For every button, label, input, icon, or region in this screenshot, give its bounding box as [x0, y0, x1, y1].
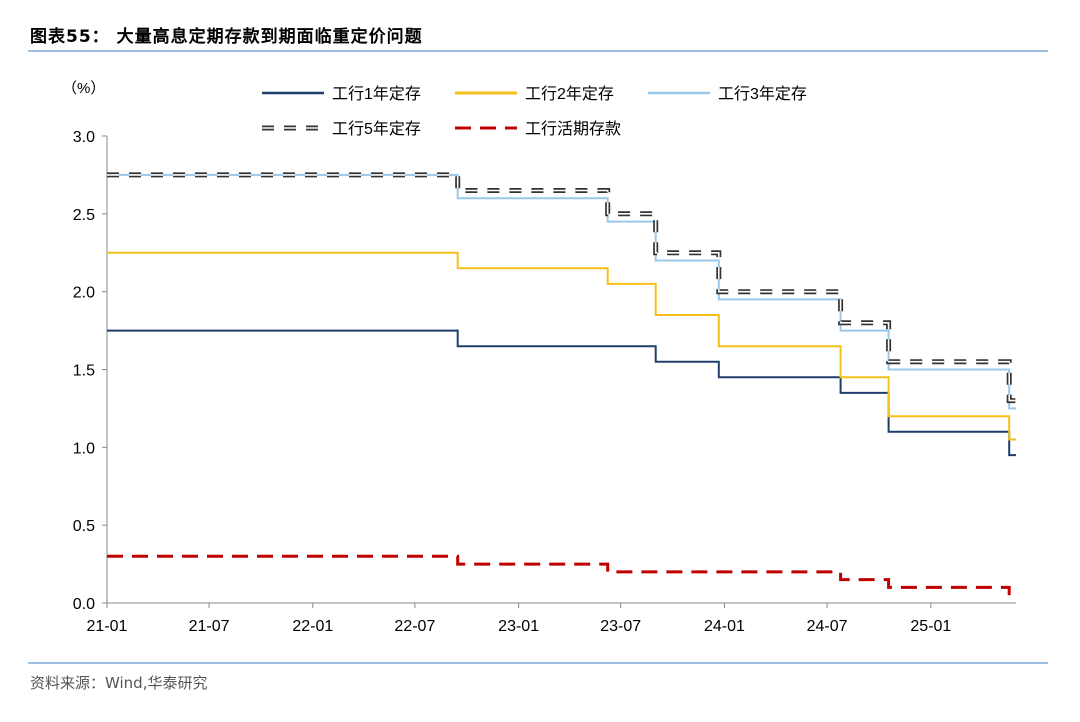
- series-line-2: [107, 251, 1016, 441]
- chart-axes: 0.0 0.5 1.0 1.5 2.0 2.5 3.0 21-01 21-07 22-01 22-0…: [73, 129, 1016, 635]
- y-axis-label: （%）: [62, 80, 105, 97]
- x-tick-label: 22-07: [394, 618, 435, 635]
- x-tick-label: 25-01: [910, 618, 951, 635]
- series-line-1: [107, 329, 1016, 457]
- series-line-5: [107, 554, 1016, 597]
- legend-label: 工行3年定存: [718, 85, 807, 103]
- x-tick-label: 24-07: [807, 618, 848, 635]
- series-line-4: [107, 172, 1016, 404]
- legend-label: 工行5年定存: [332, 120, 421, 138]
- x-tick-label: 23-01: [498, 618, 539, 635]
- legend-label: 工行2年定存: [525, 85, 614, 103]
- y-tick-label: 0.0: [73, 596, 95, 613]
- x-tick-label: 21-01: [87, 618, 128, 635]
- y-tick-label: 2.5: [73, 207, 95, 224]
- series-line-3: [107, 173, 1016, 410]
- y-tick-label: 1.0: [73, 440, 95, 457]
- y-tick-label: 0.5: [73, 518, 95, 535]
- series-line-4: [107, 174, 1016, 402]
- chart-title: 图表55： 大量高息定期存款到期面临重定价问题: [30, 27, 423, 47]
- x-tick-label: 21-07: [189, 618, 230, 635]
- legend-label: 工行1年定存: [332, 85, 421, 103]
- source-note: 资料来源：Wind,华泰研究: [30, 674, 208, 692]
- y-tick-label: 3.0: [73, 129, 95, 146]
- title-divider: [28, 50, 1048, 52]
- y-tick-label: 1.5: [73, 363, 95, 380]
- legend-label: 工行活期存款: [525, 120, 621, 138]
- x-tick-label: 24-01: [704, 618, 745, 635]
- chart-series: [107, 172, 1016, 597]
- source-divider: [28, 662, 1048, 664]
- y-tick-label: 2.0: [73, 285, 95, 302]
- x-tick-label: 22-01: [292, 618, 333, 635]
- x-tick-label: 23-07: [600, 618, 641, 635]
